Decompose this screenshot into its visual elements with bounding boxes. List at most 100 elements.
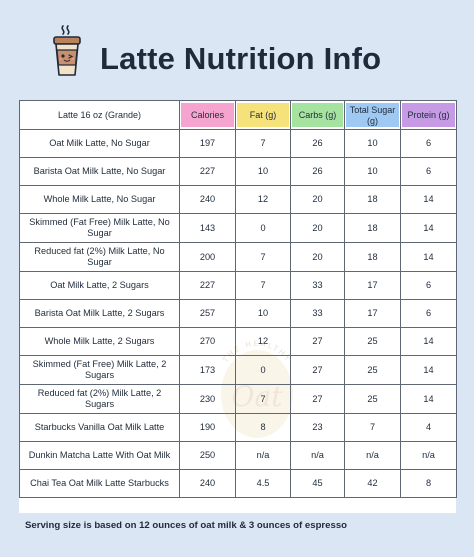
- table-row: Starbucks Vanilla Oat Milk Latte 190 8 2…: [19, 413, 457, 442]
- cell-fat: 7: [235, 271, 291, 300]
- cell-fat: 7: [235, 242, 291, 272]
- table-row: Barista Oat Milk Latte, 2 Sugars 257 10 …: [19, 299, 457, 328]
- cell-total-sugar: 10: [344, 129, 401, 158]
- cell-name: Dunkin Matcha Latte With Oat Milk: [19, 441, 180, 470]
- cell-name: Barista Oat Milk Latte, No Sugar: [19, 157, 180, 186]
- cell-name: Oat Milk Latte, 2 Sugars: [19, 271, 180, 300]
- table-row: Reduced fat (2%) Milk Latte, No Sugar 20…: [19, 242, 457, 272]
- cell-total-sugar: 18: [344, 185, 401, 214]
- cell-total-sugar: 17: [344, 271, 401, 300]
- cell-fat: 8: [235, 413, 291, 442]
- cell-carbs: 23: [290, 413, 345, 442]
- cell-calories: 227: [179, 157, 236, 186]
- cell-total-sugar: 42: [344, 469, 401, 498]
- table-row: Skimmed (Fat Free) Milk Latte, No Sugar …: [19, 213, 457, 243]
- cell-name: Reduced fat (2%) Milk Latte, 2 Sugars: [19, 384, 180, 414]
- cell-name: Whole Milk Latte, No Sugar: [19, 185, 180, 214]
- cell-calories: 240: [179, 185, 236, 214]
- cell-fat: 7: [235, 384, 291, 414]
- nutrition-table: Latte 16 oz (Grande) Calories Fat (g) Ca…: [19, 100, 457, 498]
- coffee-cup-icon: [53, 25, 81, 76]
- cell-fat: 10: [235, 157, 291, 186]
- cell-calories: 270: [179, 327, 236, 356]
- cell-calories: 227: [179, 271, 236, 300]
- cell-carbs: 27: [290, 384, 345, 414]
- cell-total-sugar: 10: [344, 157, 401, 186]
- cell-protein: 14: [400, 355, 457, 385]
- cell-total-sugar: 25: [344, 355, 401, 385]
- cell-protein: 8: [400, 469, 457, 498]
- nutrition-table-container: THE HEALTHY Oat Latte 16 oz (Grande) Cal…: [19, 100, 457, 513]
- cell-protein: 6: [400, 271, 457, 300]
- cell-calories: 173: [179, 355, 236, 385]
- cell-name: Barista Oat Milk Latte, 2 Sugars: [19, 299, 180, 328]
- cell-protein: 6: [400, 157, 457, 186]
- cell-protein: 14: [400, 327, 457, 356]
- cell-protein: 14: [400, 213, 457, 243]
- header-calories: Calories: [179, 100, 236, 130]
- cell-calories: 143: [179, 213, 236, 243]
- cell-calories: 200: [179, 242, 236, 272]
- table-body: Oat Milk Latte, No Sugar 197 7 26 10 6 B…: [19, 129, 457, 498]
- cell-protein: 14: [400, 242, 457, 272]
- serving-size-note: Serving size is based on 12 ounces of oa…: [25, 520, 348, 531]
- cell-fat: n/a: [235, 441, 291, 470]
- cell-calories: 257: [179, 299, 236, 328]
- cell-total-sugar: 18: [344, 242, 401, 272]
- cell-carbs: 20: [290, 185, 345, 214]
- cell-calories: 190: [179, 413, 236, 442]
- cell-fat: 7: [235, 129, 291, 158]
- table-row: Oat Milk Latte, 2 Sugars 227 7 33 17 6: [19, 271, 457, 300]
- cell-calories: 197: [179, 129, 236, 158]
- cell-carbs: 20: [290, 213, 345, 243]
- cell-calories: 250: [179, 441, 236, 470]
- table-row: Dunkin Matcha Latte With Oat Milk 250 n/…: [19, 441, 457, 470]
- cell-calories: 240: [179, 469, 236, 498]
- cell-carbs: 33: [290, 299, 345, 328]
- cell-protein: 14: [400, 185, 457, 214]
- cell-name: Oat Milk Latte, No Sugar: [19, 129, 180, 158]
- cell-carbs: 26: [290, 129, 345, 158]
- cell-carbs: n/a: [290, 441, 345, 470]
- table-row: Whole Milk Latte, 2 Sugars 270 12 27 25 …: [19, 327, 457, 356]
- cell-protein: n/a: [400, 441, 457, 470]
- cell-total-sugar: 18: [344, 213, 401, 243]
- cell-fat: 10: [235, 299, 291, 328]
- table-row: Chai Tea Oat Milk Latte Starbucks 240 4.…: [19, 469, 457, 498]
- cell-fat: 4.5: [235, 469, 291, 498]
- cell-fat: 12: [235, 185, 291, 214]
- cell-carbs: 33: [290, 271, 345, 300]
- table-row: Barista Oat Milk Latte, No Sugar 227 10 …: [19, 157, 457, 186]
- cell-carbs: 45: [290, 469, 345, 498]
- header-fat: Fat (g): [235, 100, 291, 130]
- cell-carbs: 20: [290, 242, 345, 272]
- cell-carbs: 27: [290, 327, 345, 356]
- cell-fat: 0: [235, 213, 291, 243]
- cell-protein: 14: [400, 384, 457, 414]
- page-title: Latte Nutrition Info: [100, 41, 382, 76]
- cell-name: Starbucks Vanilla Oat Milk Latte: [19, 413, 180, 442]
- cell-fat: 0: [235, 355, 291, 385]
- cell-name: Skimmed (Fat Free) Milk Latte, 2 Sugars: [19, 355, 180, 385]
- cell-calories: 230: [179, 384, 236, 414]
- header-protein: Protein (g): [400, 100, 457, 130]
- header: Latte Nutrition Info: [0, 0, 474, 96]
- cell-name: Chai Tea Oat Milk Latte Starbucks: [19, 469, 180, 498]
- cell-protein: 4: [400, 413, 457, 442]
- table-header-row: Latte 16 oz (Grande) Calories Fat (g) Ca…: [19, 100, 457, 130]
- cell-total-sugar: n/a: [344, 441, 401, 470]
- cell-total-sugar: 7: [344, 413, 401, 442]
- header-total-sugar: Total Sugar (g): [344, 100, 401, 130]
- header-carbs: Carbs (g): [290, 100, 345, 130]
- cell-carbs: 27: [290, 355, 345, 385]
- cell-total-sugar: 25: [344, 384, 401, 414]
- table-row: Oat Milk Latte, No Sugar 197 7 26 10 6: [19, 129, 457, 158]
- cell-carbs: 26: [290, 157, 345, 186]
- table-row: Skimmed (Fat Free) Milk Latte, 2 Sugars …: [19, 355, 457, 385]
- cell-name: Skimmed (Fat Free) Milk Latte, No Sugar: [19, 213, 180, 243]
- header-name: Latte 16 oz (Grande): [19, 100, 180, 130]
- cell-name: Reduced fat (2%) Milk Latte, No Sugar: [19, 242, 180, 272]
- table-row: Reduced fat (2%) Milk Latte, 2 Sugars 23…: [19, 384, 457, 414]
- table-row: Whole Milk Latte, No Sugar 240 12 20 18 …: [19, 185, 457, 214]
